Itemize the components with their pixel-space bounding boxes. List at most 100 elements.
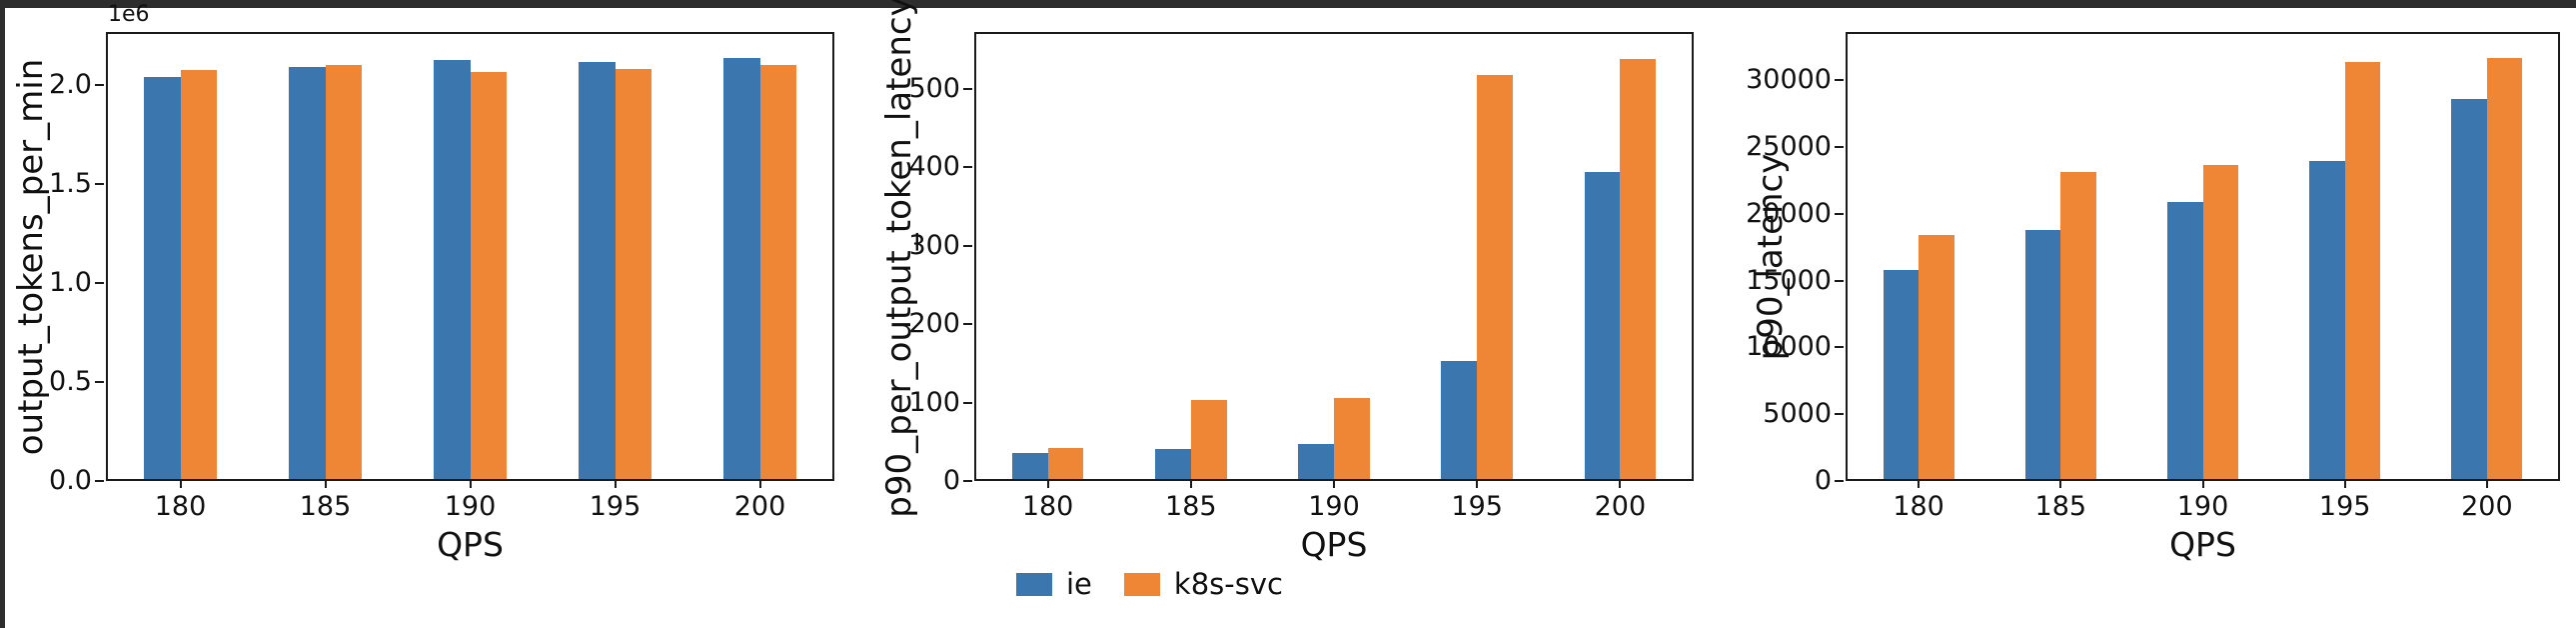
y-tick-mark [963, 87, 972, 90]
y-tick-label: 0 [942, 465, 960, 496]
bar-group-185: 185 [1119, 34, 1262, 522]
bar-ie-195 [2309, 161, 2345, 479]
y-tick-label: 5000 [1763, 398, 1832, 430]
bar-ie-190 [2166, 202, 2203, 479]
x-tick-mark [2343, 479, 2346, 488]
bar-ie-180 [1883, 269, 1920, 479]
x-tick-label: 200 [2461, 491, 2513, 522]
x-tick-label: 190 [444, 491, 497, 522]
x-tick-mark [1189, 479, 1192, 488]
y-tick-label: 20000 [1746, 197, 1832, 229]
legend: ie k8s-svc [1016, 570, 1283, 599]
y-tick-mark [1835, 346, 1844, 349]
y-tick-mark [95, 381, 104, 384]
y-tick-mark [95, 282, 104, 285]
bar-group-195: 195 [543, 34, 687, 522]
bar-k8s-svc-200 [759, 65, 796, 479]
bar-k8s-svc-185 [325, 65, 362, 479]
bar-group-180: 180 [1848, 34, 1989, 522]
bar-group-180: 180 [976, 34, 1119, 522]
bar-k8s-svc-195 [2344, 61, 2381, 479]
y-tick-label: 300 [908, 229, 960, 261]
x-tick-mark [1046, 479, 1049, 488]
x-tick-label: 200 [733, 491, 786, 522]
x-tick-mark [324, 479, 327, 488]
x-tick-label: 180 [1021, 491, 1074, 522]
legend-swatch-k8s-svc [1123, 573, 1160, 596]
bar-group-185: 185 [1989, 34, 2131, 522]
x-tick-mark [2201, 479, 2204, 488]
bar-ie-200 [1584, 172, 1621, 479]
y-tick-label: 400 [908, 151, 960, 183]
bar-k8s-svc-195 [615, 69, 651, 479]
legend-item-k8s-svc: k8s-svc [1123, 570, 1283, 599]
bar-k8s-svc-190 [1334, 398, 1370, 479]
x-tick-mark [2059, 479, 2062, 488]
bar-k8s-svc-180 [180, 70, 217, 479]
bar-group-190: 190 [398, 34, 543, 522]
y-tick-mark [1835, 279, 1844, 282]
x-tick-label: 180 [1893, 491, 1944, 522]
y-tick-label: 10000 [1746, 331, 1832, 363]
bar-k8s-svc-190 [470, 72, 507, 479]
bar-k8s-svc-190 [2202, 165, 2239, 479]
y-tick-mark [1835, 145, 1844, 148]
bar-group-190: 190 [1262, 34, 1405, 522]
legend-swatch-ie [1016, 573, 1052, 596]
bar-group-185: 185 [253, 34, 398, 522]
x-tick-label: 200 [1594, 491, 1647, 522]
x-tick-mark [179, 479, 182, 488]
bar-k8s-svc-185 [2060, 171, 2096, 479]
y-axis-label: p90_latency [1751, 153, 1791, 360]
x-tick-label: 180 [154, 491, 207, 522]
x-axis-label: QPS [2169, 525, 2236, 564]
bar-k8s-svc-200 [1620, 58, 1657, 479]
x-tick-label: 185 [1165, 491, 1217, 522]
bar-group-190: 190 [2131, 34, 2273, 522]
bar-group-200: 200 [2416, 34, 2558, 522]
y-tick-mark [963, 401, 972, 404]
x-tick-label: 195 [2318, 491, 2371, 522]
bar-ie-195 [579, 62, 616, 479]
x-tick-label: 190 [1308, 491, 1360, 522]
chart-p90-per-output-token-latency: p90_per_output_token_latency 0 100 200 300 4… [879, 0, 1694, 564]
legend-item-ie: ie [1016, 570, 1092, 599]
y-tick-label: 1.0 [49, 267, 92, 299]
x-axis-label: QPS [1300, 525, 1368, 564]
x-tick-mark [2485, 479, 2488, 488]
y-tick-label: 100 [908, 386, 960, 418]
y-tick-mark [1835, 480, 1844, 482]
x-tick-label: 190 [2176, 491, 2229, 522]
figure: output_tokens_per_min 1e6 0.0 0.5 1.0 1.5 2.… [5, 0, 2576, 628]
y-tick-label: 2.0 [49, 69, 92, 101]
chart-output-tokens-per-min: output_tokens_per_min 1e6 0.0 0.5 1.0 1.5 2.… [11, 2, 834, 564]
y-tick-label: 25000 [1746, 130, 1832, 162]
y-tick-mark [1835, 413, 1844, 416]
bar-k8s-svc-195 [1477, 75, 1513, 479]
y-tick-label: 1.5 [49, 168, 92, 200]
bar-group-180: 180 [108, 34, 253, 522]
y-axis-label: output_tokens_per_min [11, 58, 51, 455]
bar-group-195: 195 [2274, 34, 2416, 522]
bar-k8s-svc-180 [1919, 235, 1954, 479]
plot-area: 180 185 190 195 200 [1846, 32, 2560, 522]
y-tick-mark [95, 183, 104, 186]
x-tick-label: 195 [1451, 491, 1503, 522]
bar-k8s-svc-200 [2486, 57, 2523, 479]
y-tick-label: 30000 [1746, 64, 1832, 96]
bar-group-200: 200 [1549, 34, 1692, 522]
y-tick-label: 200 [908, 308, 960, 340]
x-tick-mark [469, 479, 472, 488]
bar-ie-190 [434, 60, 471, 479]
legend-label: ie [1066, 567, 1092, 601]
y-tick-label: 500 [908, 72, 960, 104]
x-tick-mark [758, 479, 761, 488]
y-tick-mark [95, 480, 104, 482]
bar-ie-180 [144, 77, 181, 479]
bar-group-195: 195 [1406, 34, 1549, 522]
x-tick-mark [614, 479, 617, 488]
y-tick-mark [1835, 212, 1844, 215]
x-tick-label: 185 [299, 491, 352, 522]
x-tick-mark [1333, 479, 1335, 488]
